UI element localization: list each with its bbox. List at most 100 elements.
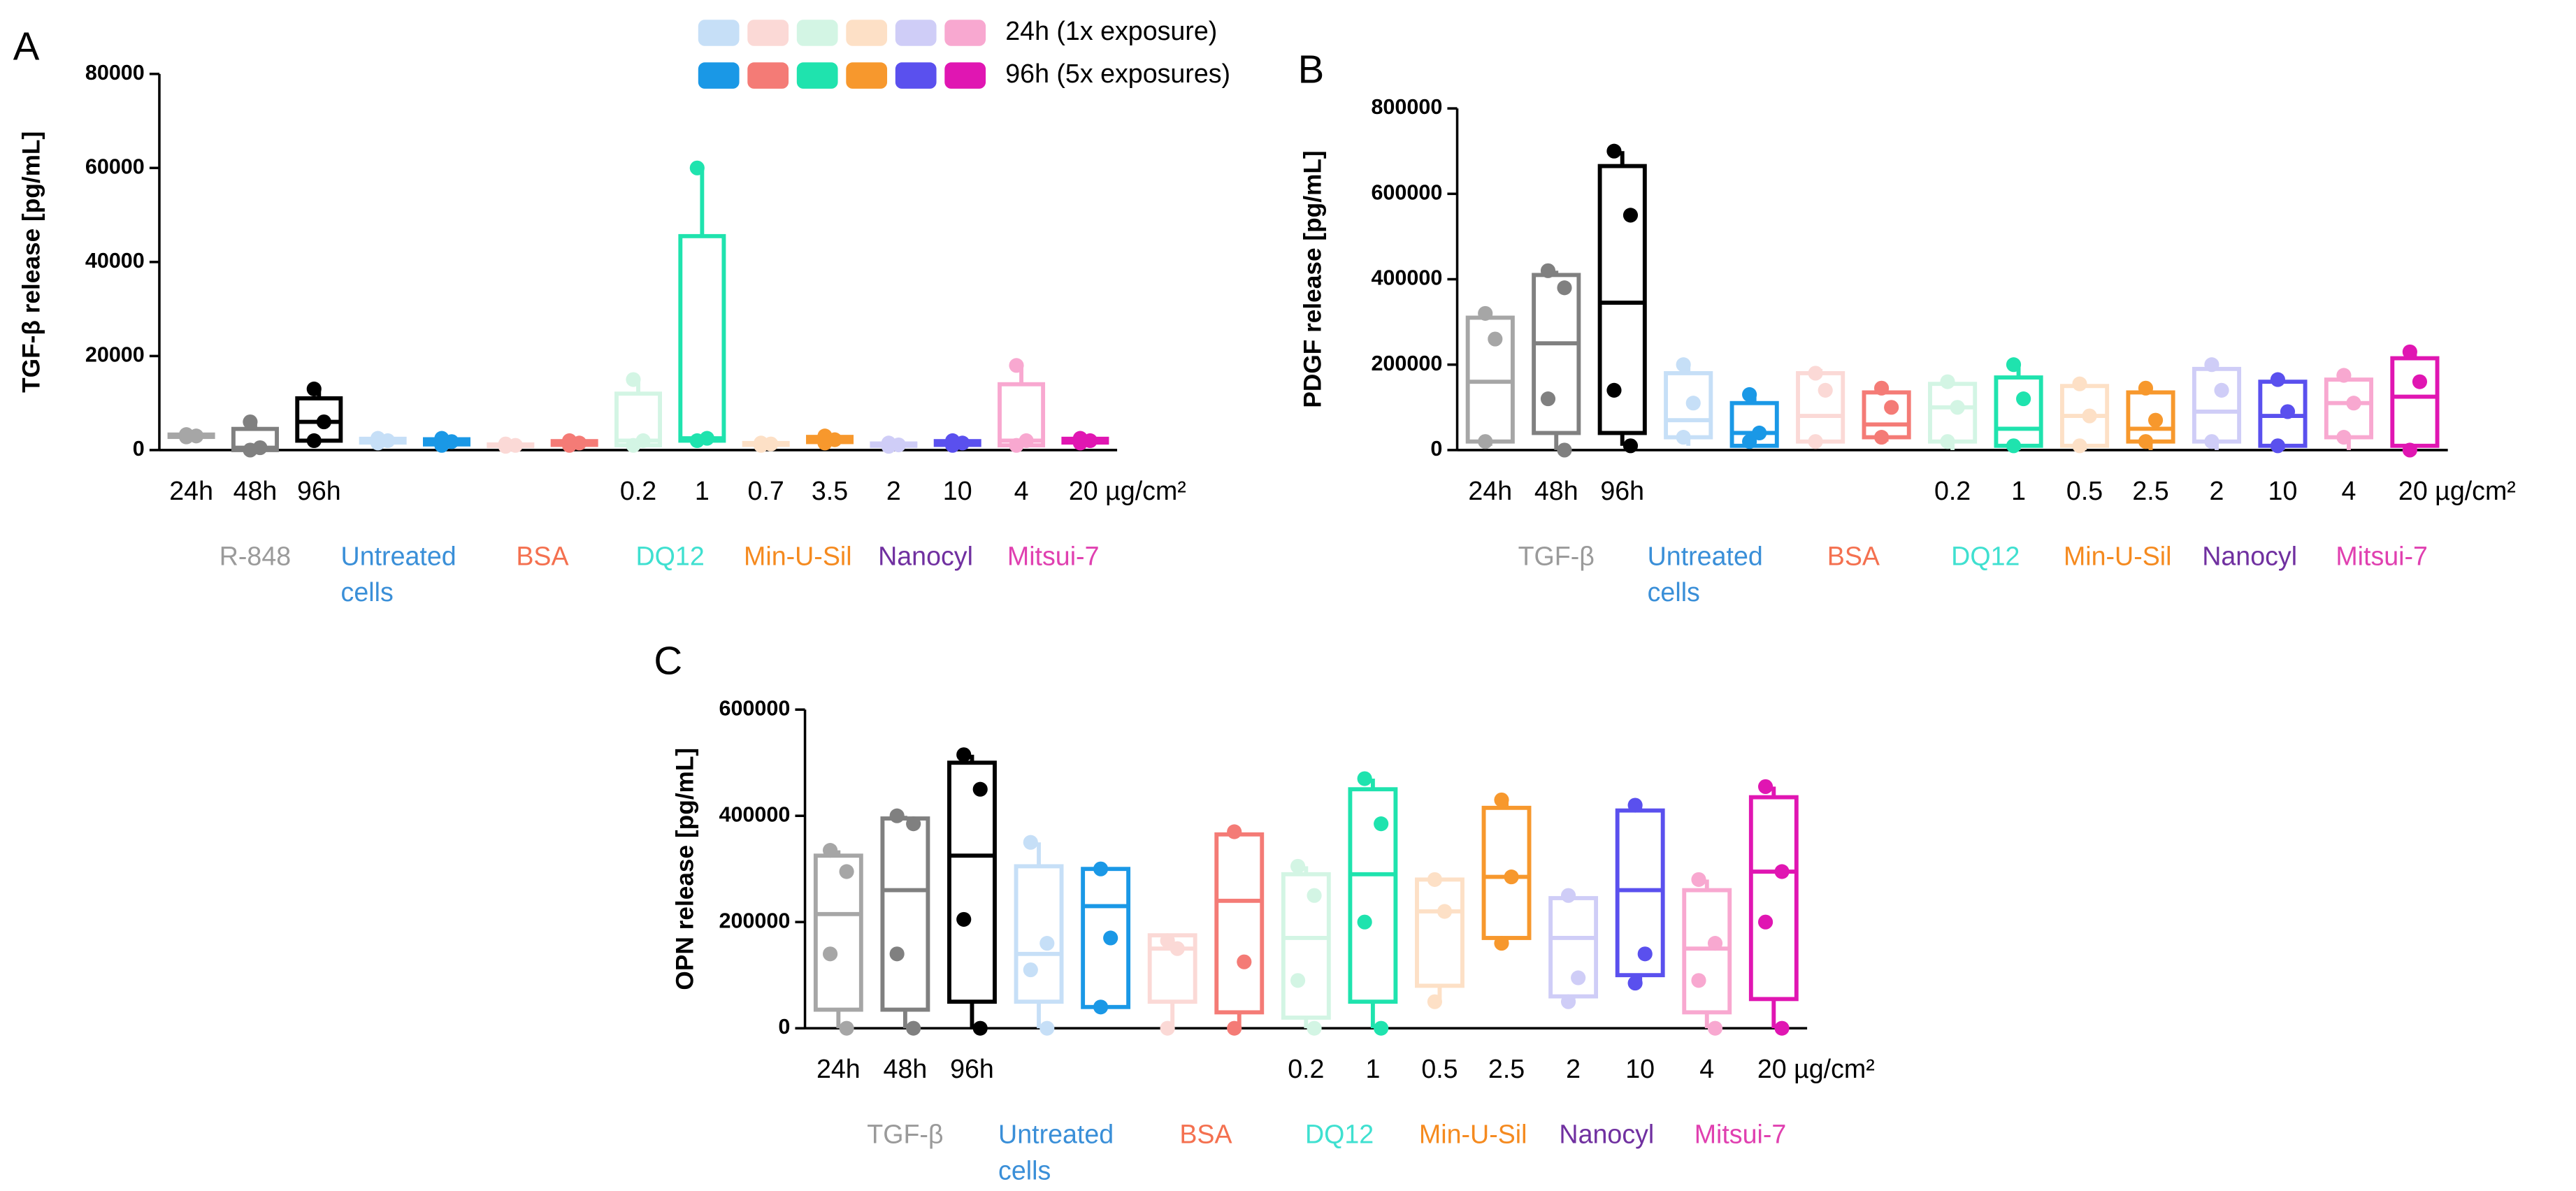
data-point bbox=[2270, 372, 2285, 387]
data-point bbox=[1676, 430, 1691, 445]
data-point bbox=[2412, 374, 2428, 389]
group-label-text: Untreated cells bbox=[1647, 543, 1763, 608]
panel-letter: B bbox=[1298, 47, 1325, 91]
data-point bbox=[2016, 391, 2031, 407]
data-point bbox=[1557, 280, 1572, 296]
data-point bbox=[1950, 400, 1965, 415]
data-point bbox=[2336, 368, 2352, 383]
box bbox=[947, 760, 997, 1004]
box bbox=[1214, 832, 1265, 1015]
data-point bbox=[626, 372, 641, 387]
data-point bbox=[1160, 933, 1175, 948]
y-tick-label: 60000 bbox=[85, 154, 145, 178]
data-point bbox=[1540, 263, 1556, 278]
data-point bbox=[689, 433, 705, 449]
x-tick-label: 48h bbox=[233, 476, 278, 505]
y-axis-label: OPN release [pg/mL] bbox=[672, 748, 699, 990]
data-point bbox=[1540, 391, 1556, 407]
box bbox=[1348, 787, 1398, 1004]
box bbox=[1532, 273, 1581, 435]
group-label-text: TGF-β bbox=[1518, 543, 1595, 572]
y-tick-label: 600000 bbox=[719, 696, 790, 720]
data-point bbox=[1427, 872, 1442, 887]
group-label-text: Nanocyl bbox=[1559, 1122, 1655, 1150]
data-point bbox=[945, 438, 960, 453]
group-label-text: Mitsui-7 bbox=[2336, 543, 2428, 572]
x-tick-label: 2.5 bbox=[1488, 1054, 1525, 1083]
group-label: BSA bbox=[1114, 1118, 1297, 1155]
x-tick-label: 0.2 bbox=[1934, 476, 1971, 505]
data-point bbox=[498, 438, 513, 454]
group-label: DQ12 bbox=[582, 540, 758, 577]
group-label: Mitsui-7 bbox=[2291, 540, 2472, 577]
group-label-text: BSA bbox=[516, 543, 569, 572]
legend-swatch bbox=[698, 62, 740, 89]
x-tick-label: 20 µg/cm² bbox=[1757, 1054, 1875, 1083]
data-point bbox=[1494, 792, 1509, 807]
group-label: DQ12 bbox=[1895, 540, 2076, 577]
data-point bbox=[1170, 941, 1185, 956]
x-tick-label: 48h bbox=[884, 1054, 928, 1083]
data-point bbox=[1560, 994, 1576, 1009]
data-point bbox=[1478, 434, 1493, 449]
data-point bbox=[1940, 374, 1955, 389]
y-tick-label: 40000 bbox=[85, 249, 145, 273]
data-point bbox=[1237, 954, 1252, 969]
x-tick-label: 20 µg/cm² bbox=[1069, 476, 1186, 505]
group-label: Nanocyl bbox=[2159, 540, 2340, 577]
group-label: Mitsui-7 bbox=[1649, 1118, 1832, 1155]
legend-swatch bbox=[796, 62, 838, 89]
data-point bbox=[1707, 936, 1723, 951]
data-point bbox=[306, 381, 322, 397]
data-point bbox=[1873, 430, 1890, 445]
data-point bbox=[754, 438, 769, 453]
data-point bbox=[2006, 357, 2022, 373]
data-point bbox=[1307, 1020, 1322, 1036]
data-point bbox=[1637, 946, 1653, 962]
data-point bbox=[1160, 1020, 1175, 1036]
legend-swatch bbox=[895, 62, 937, 89]
data-point bbox=[1374, 1020, 1389, 1036]
data-point bbox=[689, 160, 705, 175]
box bbox=[2390, 356, 2440, 448]
box bbox=[1748, 795, 1799, 1002]
data-point bbox=[1437, 904, 1453, 919]
x-tick-label: 4 bbox=[1014, 476, 1029, 505]
data-point bbox=[1494, 936, 1509, 951]
group-label: BSA bbox=[1763, 540, 1944, 577]
group-label-text: DQ12 bbox=[635, 543, 705, 572]
x-tick-label: 2.5 bbox=[2132, 476, 2168, 505]
box bbox=[678, 233, 726, 443]
legend-swatch bbox=[698, 20, 740, 46]
box bbox=[1014, 864, 1064, 1004]
data-point bbox=[1039, 1020, 1055, 1036]
x-tick-label: 96h bbox=[1600, 476, 1644, 505]
data-point bbox=[434, 438, 449, 453]
group-label-text: BSA bbox=[1827, 543, 1880, 572]
data-point bbox=[1691, 872, 1706, 887]
data-point bbox=[817, 435, 833, 451]
group-label-text: DQ12 bbox=[1304, 1122, 1374, 1150]
data-point bbox=[243, 442, 258, 458]
data-point bbox=[823, 843, 838, 858]
data-point bbox=[889, 808, 905, 823]
box bbox=[1415, 877, 1465, 988]
data-point bbox=[2402, 344, 2417, 359]
data-point bbox=[1685, 396, 1701, 411]
data-point bbox=[1818, 382, 1833, 398]
y-tick-label: 20000 bbox=[85, 342, 145, 366]
data-point bbox=[1374, 816, 1389, 832]
legend-swatch bbox=[944, 62, 986, 89]
x-tick-label: 96h bbox=[297, 476, 341, 505]
data-point bbox=[1023, 835, 1038, 850]
panel-letter: C bbox=[654, 638, 682, 682]
group-label: Min-U-Sil bbox=[2027, 540, 2208, 577]
data-point bbox=[1039, 936, 1055, 951]
data-point bbox=[972, 1020, 988, 1036]
group-label: Min-U-Sil bbox=[1381, 1118, 1564, 1155]
data-point bbox=[2214, 382, 2229, 398]
data-point bbox=[2204, 357, 2219, 373]
x-tick-label: 1 bbox=[1365, 1054, 1380, 1083]
group-label: BSA bbox=[454, 540, 631, 577]
x-tick-label: 4 bbox=[1699, 1054, 1714, 1083]
